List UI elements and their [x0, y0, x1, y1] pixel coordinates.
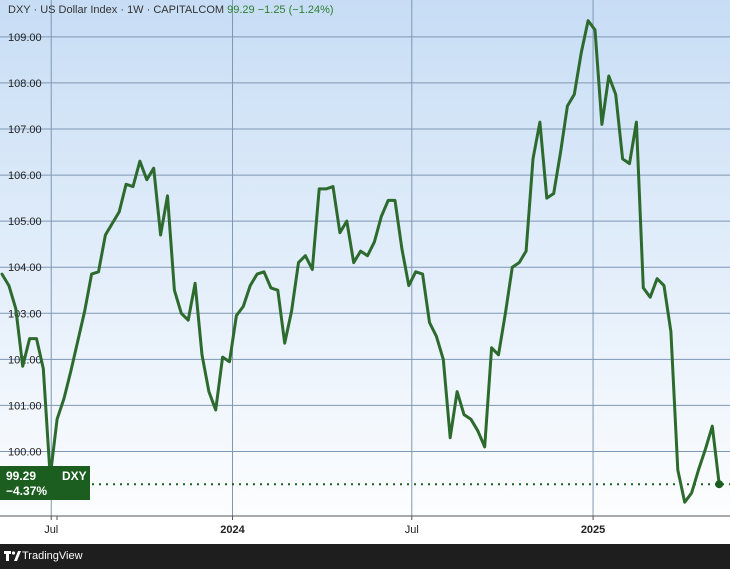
price-change: −1.25	[258, 4, 286, 16]
y-tick-label: 108.00	[8, 78, 42, 90]
y-tick-label: 104.00	[8, 262, 42, 274]
y-tick-label: 100.00	[8, 447, 42, 459]
y-tick-label: 106.00	[8, 170, 42, 182]
chart-header: DXY · US Dollar Index · 1W · CAPITALCOM …	[8, 4, 334, 16]
x-axis: Jul 2024 Jul 2025	[0, 516, 730, 544]
footer-bar: TradingView	[0, 544, 730, 569]
separator: ·	[33, 4, 37, 16]
brand-name[interactable]: TradingView	[22, 550, 83, 562]
x-tick-label: Jul	[44, 524, 58, 536]
y-tick-label: 101.00	[8, 400, 42, 412]
y-tick-label: 107.00	[8, 124, 42, 136]
plot-background	[0, 0, 730, 544]
badge-ticker: DXY	[62, 469, 87, 483]
interval: 1W	[127, 4, 144, 16]
price-badge: 99.29 DXY −4.37%	[0, 466, 90, 500]
index-name: US Dollar Index	[40, 4, 117, 16]
tradingview-logo-icon[interactable]	[4, 550, 22, 562]
data-source: CAPITALCOM	[153, 4, 224, 16]
last-price-dot	[715, 480, 723, 488]
x-tick-label: Jul	[405, 524, 419, 536]
y-tick-label: 103.00	[8, 308, 42, 320]
x-tick-label: 2025	[581, 524, 605, 536]
price-change-pct: (−1.24%)	[289, 4, 334, 16]
y-tick-label: 109.00	[8, 32, 42, 44]
last-price: 99.29	[227, 4, 255, 16]
x-axis-band	[0, 516, 730, 544]
separator: ·	[120, 4, 124, 16]
badge-price: 99.29	[6, 469, 36, 483]
x-tick-label: 2024	[220, 524, 245, 536]
price-chart: 109.00 108.00 107.00 106.00 105.00 104.00 103.…	[0, 0, 730, 544]
symbol: DXY	[8, 4, 30, 16]
separator: ·	[147, 4, 151, 16]
y-tick-label: 105.00	[8, 216, 42, 228]
badge-percent: −4.37%	[6, 484, 47, 498]
